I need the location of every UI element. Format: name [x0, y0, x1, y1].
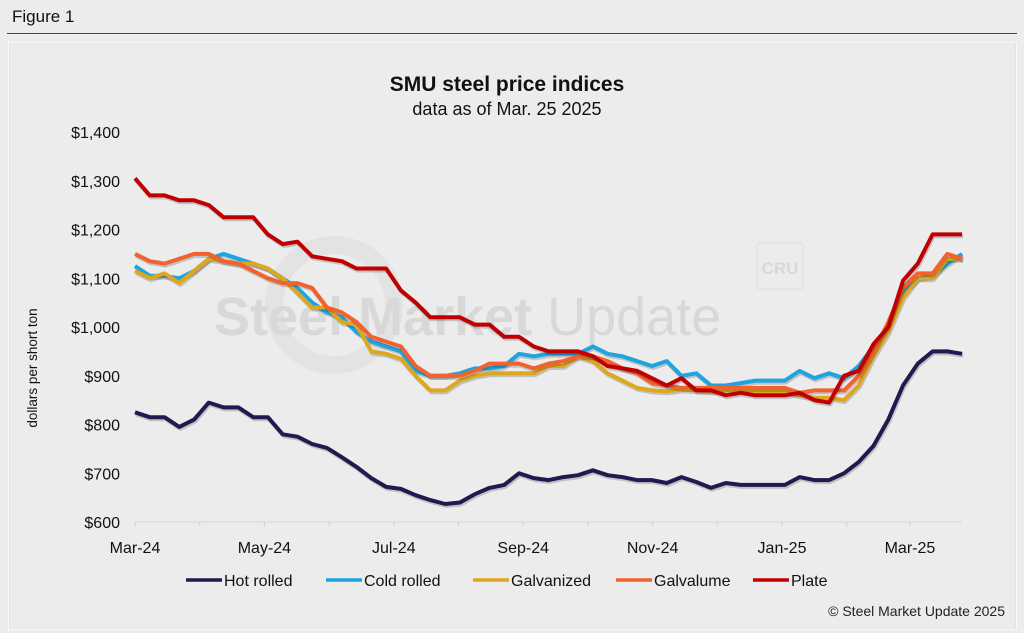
watermark-badge: CRU: [762, 259, 799, 278]
y-tick-label: $900: [84, 369, 120, 386]
y-tick-label: $1,300: [71, 174, 120, 191]
y-tick-label: $1,200: [71, 223, 120, 240]
copyright: © Steel Market Update 2025: [828, 603, 1005, 619]
chart-panel: Steel Market Update CRU SMU steel price …: [8, 42, 1017, 630]
watermark-badge-frame: [756, 242, 804, 290]
y-axis: $600 $700 $800 $900 $1,000 $1,100 $1,200 $1,300…: [71, 125, 120, 532]
watermark-word-light: Update: [547, 287, 721, 347]
x-tick-label: May-24: [238, 540, 291, 557]
x-tick-label: Nov-24: [627, 540, 679, 557]
line-chart: Steel Market Update CRU SMU steel price …: [25, 73, 1005, 619]
x-tick-label: Mar-25: [885, 540, 936, 557]
legend-label: Cold rolled: [364, 573, 440, 590]
legend-label: Plate: [791, 573, 828, 590]
x-axis: Mar-24 May-24 Jul-24 Sep-24 Nov-24 Jan-25 Mar-…: [110, 521, 962, 557]
y-tick-label: $700: [84, 466, 120, 483]
watermark-ring: [265, 236, 403, 374]
y-tick-label: $1,400: [71, 125, 120, 142]
y-tick-label: $1,000: [71, 320, 120, 337]
watermark-text: Steel Market Update: [214, 287, 721, 347]
watermark-word-bold: Steel Market: [214, 287, 547, 347]
series-line-galvanized: [134, 256, 963, 403]
series-line-hot-rolled: [134, 349, 963, 506]
figure-label: Figure 1: [12, 7, 75, 26]
legend-label: Hot rolled: [224, 573, 292, 590]
watermark: Steel Market Update CRU: [214, 236, 804, 374]
legend-item-galvalume: Galvalume: [616, 573, 731, 590]
legend-item-hot-rolled: Hot rolled: [186, 573, 292, 590]
series-line-plate: [133, 176, 963, 405]
x-tick-label: Sep-24: [497, 540, 549, 557]
x-tick-label: Jan-25: [758, 540, 807, 557]
y-axis-label: dollars per short ton: [25, 308, 40, 427]
chart-subtitle: data as of Mar. 25 2025: [412, 99, 601, 119]
y-tick-label: $1,100: [71, 271, 120, 288]
figure-divider: [7, 33, 1017, 34]
series-line-galvalume: [134, 251, 963, 395]
series-lines: [133, 176, 965, 508]
x-tick-label: Jul-24: [372, 540, 416, 557]
y-tick-label: $600: [84, 515, 120, 532]
legend-item-galvanized: Galvanized: [473, 573, 591, 590]
legend-label: Galvanized: [511, 573, 591, 590]
legend-item-cold-rolled: Cold rolled: [326, 573, 440, 590]
legend-item-plate: Plate: [753, 573, 828, 590]
legend-label: Galvalume: [654, 573, 731, 590]
x-tick-label: Mar-24: [110, 540, 161, 557]
y-tick-label: $800: [84, 418, 120, 435]
chart-title: SMU steel price indices: [390, 73, 625, 96]
legend: Hot rolled Cold rolled Galvanized Galvalume…: [186, 573, 828, 590]
